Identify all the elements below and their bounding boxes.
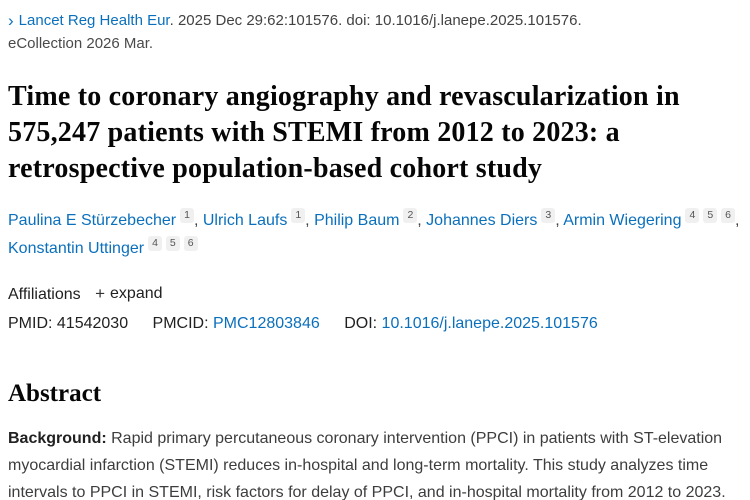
identifiers-row: PMID: 41542030 PMCID: PMC12803846 DOI: 1… (8, 314, 742, 333)
author-link[interactable]: Paulina E Stürzebecher (8, 212, 177, 229)
article-title: Time to coronary angiography and revascu… (8, 81, 680, 184)
affiliations-label: Affiliations (8, 286, 81, 303)
affiliations-row: Affiliations + expand (8, 284, 742, 304)
author: Ulrich Laufs 1, (202, 208, 315, 229)
pmcid-link[interactable]: PMC12803846 (213, 315, 320, 332)
journal-citation: › Lancet Reg Health Eur. 2025 Dec 29:62:1… (8, 8, 742, 55)
affiliation-superscript[interactable]: 4 (148, 236, 162, 251)
affiliation-superscript[interactable]: 5 (703, 208, 718, 223)
doi-label: DOI: (344, 315, 378, 332)
author-link[interactable]: Johannes Diers (426, 212, 538, 229)
chevron-right-icon[interactable]: › (8, 11, 14, 30)
pmcid-label: PMCID: (152, 315, 209, 332)
author-link[interactable]: Armin Wiegering (563, 212, 682, 229)
author-separator: , (417, 212, 427, 229)
abstract-section-label: Background: (8, 430, 107, 447)
author-separator: , (193, 212, 203, 229)
affiliation-superscript[interactable]: 6 (183, 236, 198, 251)
affiliation-superscript[interactable]: 1 (291, 208, 306, 223)
author-list: Paulina E Stürzebecher 1, Ulrich Laufs 1, … (8, 207, 742, 263)
author-separator: , (305, 212, 315, 229)
author: Johannes Diers 3, (426, 208, 564, 229)
author-separator: , (555, 212, 564, 229)
author-link[interactable]: Ulrich Laufs (202, 212, 288, 229)
ecollection-text: eCollection 2026 Mar. (8, 35, 154, 52)
pmid-value: 41542030 (56, 315, 129, 332)
affiliation-superscript[interactable]: 5 (165, 236, 180, 251)
citation-details: . 2025 Dec 29:62:101576. doi: 10.1016/j.… (169, 12, 582, 29)
author: Philip Baum 2, (314, 208, 427, 229)
author-link[interactable]: Konstantin Uttinger (8, 240, 145, 257)
author: Armin Wiegering 4 5 6, (563, 208, 740, 229)
author-link[interactable]: Philip Baum (314, 212, 400, 229)
abstract-body: Background: Rapid primary percutaneous c… (8, 425, 742, 500)
author: Konstantin Uttinger 4 5 6 (8, 236, 198, 257)
affiliation-superscript[interactable]: 6 (721, 208, 735, 223)
expand-affiliations-label: expand (110, 285, 163, 302)
affiliation-superscript[interactable]: 2 (403, 208, 418, 223)
author-separator: , (735, 212, 740, 229)
doi-item: DOI: 10.1016/j.lanepe.2025.101576 (344, 315, 598, 332)
journal-link[interactable]: Lancet Reg Health Eur (18, 12, 170, 29)
pmid-label: PMID: (8, 315, 53, 332)
pmcid-item: PMCID: PMC12803846 (153, 315, 325, 332)
doi-link[interactable]: 10.1016/j.lanepe.2025.101576 (381, 315, 598, 332)
abstract-section-text: Rapid primary percutaneous coronary inte… (8, 430, 726, 500)
expand-affiliations-button[interactable]: + expand (95, 284, 162, 303)
abstract-heading: Abstract (8, 380, 102, 407)
abstract-section: Background: Rapid primary percutaneous c… (8, 425, 742, 500)
author: Paulina E Stürzebecher 1, (8, 208, 203, 229)
plus-icon: + (95, 284, 106, 303)
affiliation-superscript[interactable]: 3 (541, 208, 556, 223)
pmid-item: PMID: 41542030 (8, 315, 133, 332)
affiliation-superscript[interactable]: 1 (180, 208, 194, 223)
affiliation-superscript[interactable]: 4 (685, 208, 700, 223)
